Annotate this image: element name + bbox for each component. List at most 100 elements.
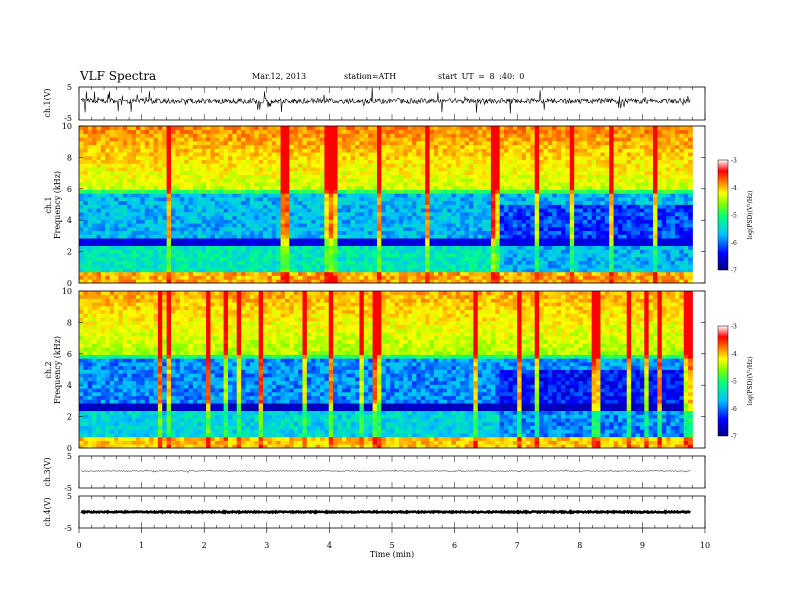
spectrogram-cell — [416, 223, 422, 228]
spectrogram-cell — [276, 155, 281, 161]
spectrogram-cell — [315, 126, 321, 131]
spectrogram-cell — [114, 241, 119, 247]
spectrogram-cell — [372, 140, 378, 146]
spectrogram-cell — [477, 264, 483, 269]
spectrogram-cell — [355, 133, 360, 138]
spectrogram-cell — [131, 223, 137, 228]
spectrogram-cell — [227, 200, 233, 205]
spectrogram-cell — [311, 275, 317, 280]
spectrogram-cell — [407, 174, 413, 179]
spectrogram-cell — [451, 208, 457, 213]
spectrogram-cell — [582, 174, 588, 179]
spectrogram-cell — [385, 189, 391, 194]
spectrogram-cell — [578, 268, 584, 273]
spectrogram-cell — [280, 152, 286, 157]
spectrogram-cell — [227, 197, 233, 202]
spectrogram-cell — [179, 211, 185, 217]
spectrogram-cell — [530, 140, 536, 146]
spectrogram-cell — [114, 234, 119, 239]
spectrogram-cell — [105, 178, 111, 183]
spectrogram-cell — [109, 185, 115, 190]
spectrogram-cell — [398, 148, 404, 153]
spectrogram-cell — [521, 260, 527, 265]
spectrogram-cell — [355, 253, 360, 258]
spectrogram-cell — [249, 178, 255, 183]
spectrogram-cell — [512, 137, 518, 142]
spectrogram-cell — [232, 148, 238, 153]
spectrogram-cell — [381, 193, 387, 198]
spectrogram-cell — [482, 271, 487, 276]
spectrogram-cell — [363, 167, 369, 172]
spectrogram-cell — [504, 163, 509, 168]
spectrogram-cell — [315, 256, 321, 261]
spectrogram-cell — [149, 245, 154, 250]
spectrogram-cell — [420, 155, 426, 161]
spectrogram-cell — [460, 230, 466, 235]
spectrogram-cell — [324, 238, 330, 243]
spectrogram-cell — [355, 245, 360, 250]
spectrogram-cell — [184, 155, 189, 161]
spectrogram-cell — [227, 126, 233, 131]
spectrogram-cell — [582, 264, 588, 269]
spectrogram-cell — [350, 178, 356, 183]
spectrogram-cell — [556, 241, 562, 247]
spectrogram-cell — [464, 189, 470, 194]
spectrogram-cell — [214, 200, 220, 205]
spectrogram-cell — [131, 264, 137, 269]
spectrogram-cell — [96, 148, 102, 153]
ch1-waveform-trace — [80, 87, 691, 114]
spectrogram-cell — [105, 189, 111, 194]
spectrogram-cell — [552, 241, 558, 247]
spectrogram-cell — [328, 238, 334, 243]
spectrogram-cell — [451, 159, 457, 164]
spectrogram-cell — [539, 200, 544, 205]
spectrogram-cell — [241, 137, 246, 142]
spectrogram-cell — [302, 133, 308, 138]
spectrogram-cell — [293, 193, 299, 198]
spectrogram-cell — [306, 230, 312, 235]
spectrogram-cell — [249, 148, 255, 153]
spectrogram-cell — [79, 268, 84, 273]
spectrogram-cell — [293, 133, 299, 138]
spectrogram-cell — [508, 152, 514, 157]
spectrogram-cell — [100, 253, 106, 258]
spectrogram-cell — [556, 200, 562, 205]
spectrogram-cell — [473, 155, 479, 161]
spectrogram-cell — [118, 226, 124, 232]
spectrogram-cell — [337, 200, 343, 205]
spectrogram-cell — [166, 144, 172, 149]
spectrogram-cell — [109, 126, 115, 131]
spectrogram-cell — [530, 155, 536, 161]
spectrogram-cell — [482, 268, 487, 273]
spectrogram-cell — [135, 126, 141, 131]
spectrogram-cell — [495, 167, 501, 172]
spectrogram-cell — [394, 241, 400, 247]
spectrogram-cell — [469, 197, 474, 202]
spectrogram-cell — [561, 159, 566, 164]
spectrogram-cell — [114, 268, 119, 273]
spectrogram-cell — [412, 182, 417, 187]
spectrogram-cell — [157, 170, 163, 175]
spectrogram-cell — [206, 223, 211, 228]
spectrogram-cell — [162, 197, 168, 202]
spectrogram-cell — [341, 155, 347, 161]
spectrogram-cell — [372, 208, 378, 213]
spectrogram-cell — [368, 215, 373, 220]
spectrogram-cell — [556, 182, 562, 187]
spectrogram-cell — [517, 182, 522, 187]
spectrogram-cell — [263, 275, 268, 280]
spectrogram-cell — [144, 170, 150, 175]
spectrogram-cell — [578, 230, 584, 235]
spectrogram-cell — [201, 245, 207, 250]
spectrogram-cell — [499, 211, 505, 217]
spectrogram-cell — [179, 197, 185, 202]
spectrogram-cell — [83, 144, 89, 149]
spectrogram-cell — [105, 155, 111, 161]
spectrogram-cell — [455, 140, 461, 146]
spectrogram-cell — [469, 204, 474, 209]
spectrogram-cell — [118, 148, 124, 153]
spectrogram-cell — [306, 185, 312, 190]
spectrogram-cell — [547, 189, 553, 194]
spectrogram-cell — [83, 178, 89, 183]
spectrogram-cell — [442, 275, 448, 280]
